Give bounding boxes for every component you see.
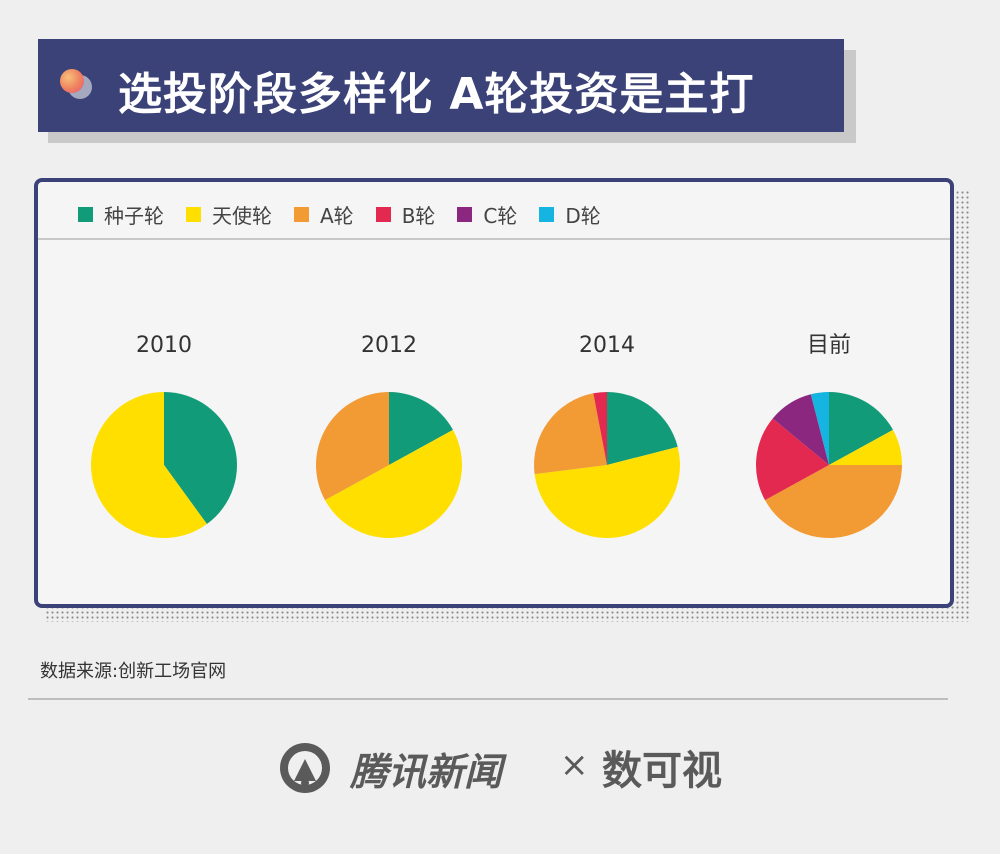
title-bar — [38, 39, 844, 132]
pie-slice-3-3 — [755, 418, 829, 501]
pie-label-2010: 2010 — [136, 333, 192, 358]
legend-divider — [38, 238, 950, 240]
legend-swatch — [457, 207, 473, 222]
legend-swatch — [186, 207, 201, 222]
legend-label: 种子轮 — [104, 204, 164, 228]
pie-slice-3-4 — [772, 394, 829, 465]
brand-separator: × — [560, 745, 589, 785]
pie-slice-2-0 — [607, 392, 678, 465]
pie-slices — [91, 392, 903, 539]
title-bullet-icon — [60, 69, 84, 93]
legend-item-c-round: C轮 — [457, 200, 517, 229]
pie-slice-3-5 — [810, 392, 829, 465]
legend-swatch — [375, 207, 391, 222]
legend-item-d-round: D轮 — [539, 200, 601, 229]
legend-swatch — [539, 207, 555, 222]
pie-slice-2-1 — [534, 446, 681, 539]
pie-label-current: 目前 — [807, 333, 851, 358]
pie-slice-0-1 — [91, 392, 207, 538]
legend-swatch — [294, 207, 309, 222]
brand-partner: 数可视 — [602, 748, 722, 794]
pie-slice-1-1 — [325, 429, 463, 539]
tencent-news-logo-icon — [280, 743, 330, 793]
footer-logos — [280, 743, 330, 793]
pie-charts: 2010 2012 2014 目前 — [91, 333, 903, 539]
brand-tencent-news: 腾讯新闻 — [350, 750, 503, 794]
legend-label: B轮 — [401, 204, 436, 228]
legend-item-seed: 种子轮 — [78, 200, 164, 229]
page-title: 选投阶段多样化 A轮投资是主打 — [118, 69, 755, 120]
chart-legend: 种子轮 天使轮 A轮 B轮 C轮 D轮 — [78, 200, 623, 229]
pie-slice-3-1 — [829, 429, 902, 465]
pie-slice-3-0 — [829, 392, 893, 465]
legend-label: C轮 — [483, 204, 518, 228]
pie-slice-1-0 — [389, 392, 453, 465]
legend-swatch — [78, 207, 93, 222]
footer-divider — [28, 698, 948, 700]
legend-label: 天使轮 — [212, 204, 272, 228]
pie-slice-0-0 — [164, 392, 238, 525]
pie-label-2014: 2014 — [579, 333, 635, 358]
data-source: 数据来源:创新工场官网 — [40, 661, 227, 682]
pie-slice-1-2 — [315, 392, 389, 501]
chart-panel: 种子轮 天使轮 A轮 B轮 C轮 D轮 2010 2012 2014 目前 — [34, 178, 954, 608]
pie-label-2012: 2012 — [361, 333, 417, 358]
legend-item-a-round: A轮 — [294, 200, 354, 229]
legend-item-angel: 天使轮 — [186, 200, 272, 229]
pie-slice-2-3 — [593, 392, 607, 465]
legend-label: A轮 — [320, 204, 354, 228]
legend-item-b-round: B轮 — [375, 200, 436, 229]
pie-slice-2-2 — [534, 393, 607, 475]
legend-label: D轮 — [565, 204, 601, 228]
pie-slice-3-2 — [765, 465, 903, 539]
